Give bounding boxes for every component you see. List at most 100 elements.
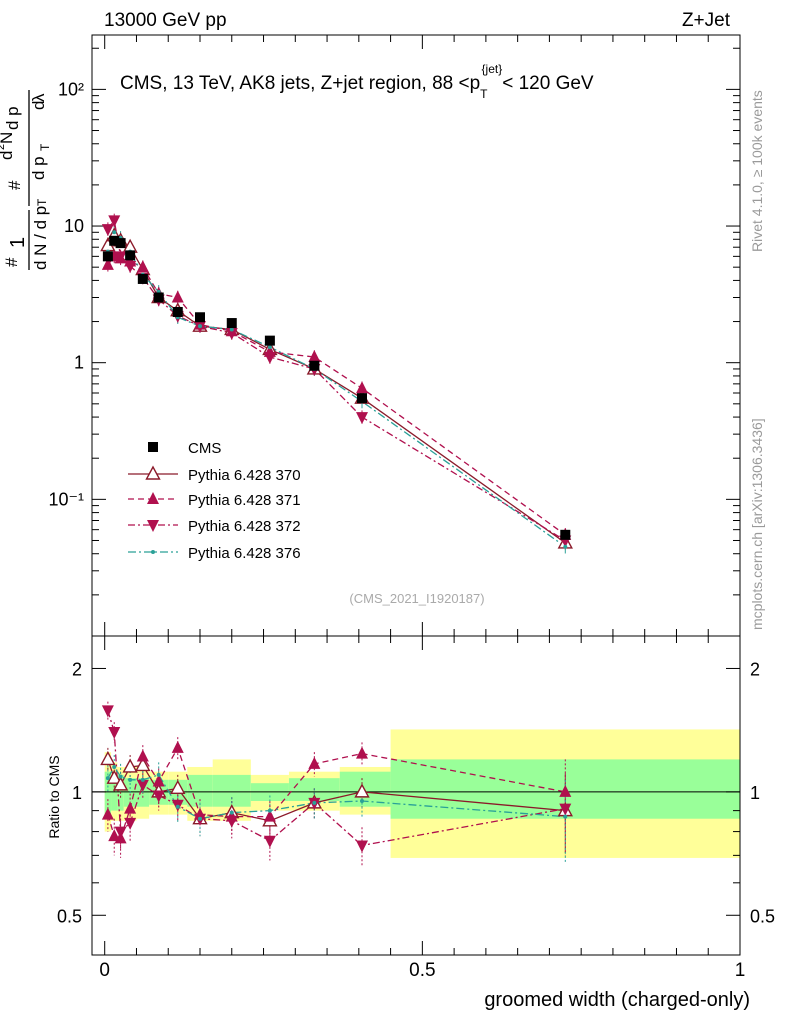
ratio-marker-3	[118, 774, 123, 779]
tick-labels: 10⁻¹ 1 10 10² 0.5 0.5 1 1 2 2 0 0.5 1	[48, 79, 775, 981]
ratio-marker-3	[112, 764, 117, 769]
svg-text:T: T	[35, 198, 49, 206]
top-marker-2	[263, 352, 276, 365]
ratio-y-axis-label: Ratio to CMS	[46, 755, 62, 838]
top-marker-3	[229, 327, 234, 332]
cms-data-point	[172, 306, 183, 317]
axis-ticks	[92, 35, 741, 955]
ratio-marker-3	[312, 800, 317, 805]
cms-data-point	[137, 273, 148, 284]
legend-marker-1	[145, 465, 161, 480]
legend-label-0: CMS	[188, 440, 221, 457]
top-marker-1	[308, 350, 321, 363]
top-marker-3	[198, 324, 202, 329]
cms-data-point	[264, 335, 275, 346]
ratio-marker-2	[124, 817, 137, 830]
ratio-y-tick-label-left: 2	[72, 659, 82, 679]
ratio-marker-0	[122, 758, 138, 773]
ratio-uncertainty-bands	[92, 729, 740, 858]
ratio-marker-1	[124, 801, 137, 814]
top-marker-1	[101, 257, 114, 270]
top-marker-2	[225, 327, 238, 340]
ratio-marker-1	[136, 749, 149, 762]
cms-data-point	[560, 529, 571, 540]
cms-data-point	[115, 238, 126, 249]
svg-text:#: #	[2, 257, 21, 267]
top-marker-2	[356, 412, 368, 425]
ratio-marker-0	[135, 756, 151, 772]
band-green-1	[111, 774, 118, 811]
x-tick-label: 0	[99, 960, 110, 981]
svg-text:d N / d p: d N / d p	[31, 206, 50, 270]
band-green-0	[104, 771, 112, 815]
ratio-marker-2	[152, 790, 165, 803]
top-marker-2	[114, 251, 127, 264]
svg-text:d: d	[0, 151, 16, 160]
ratio-marker-1	[263, 809, 276, 822]
ratio-marker-2	[101, 705, 114, 718]
ratio-marker-3	[229, 810, 234, 815]
ratio-marker-3	[360, 798, 364, 803]
ratio-panel-frame	[91, 635, 741, 956]
legend-marker-2	[147, 492, 159, 504]
ratio-y-tick-label-left: 1	[72, 783, 82, 803]
svg-text:1: 1	[7, 237, 29, 248]
ratio-marker-0	[170, 779, 186, 795]
ratio-marker-0	[112, 776, 129, 791]
ratio-marker-2	[108, 726, 121, 739]
top-marker-2	[101, 224, 114, 237]
ratio-marker-3	[267, 808, 272, 813]
top-marker-1	[136, 260, 149, 273]
top-marker-2	[108, 215, 121, 228]
main-title: CMS, 13 TeV, AK8 jets, Z+jet region, 88 …	[120, 62, 594, 101]
ratio-marker-1	[171, 740, 184, 753]
ratio-marker-3	[175, 804, 180, 809]
ratio-marker-1	[308, 756, 321, 769]
x-tick-label: 0.5	[409, 960, 435, 981]
cms-data-point	[109, 235, 120, 246]
svg-text:d p: d p	[29, 156, 48, 180]
ratio-marker-0	[354, 783, 370, 798]
ratio-y-tick-label-right: 0.5	[750, 906, 775, 926]
cms-data-point	[309, 360, 320, 371]
top-marker-3	[112, 230, 117, 235]
top-series-line-0	[107, 234, 566, 544]
ratio-marker-2	[114, 826, 127, 839]
ratio-marker-3	[563, 814, 568, 819]
x-tick-label: 1	[735, 960, 746, 981]
rivet-label: Rivet 4.1.0, ≥ 100k events	[749, 90, 765, 252]
header-left: 13000 GeV pp	[104, 10, 227, 31]
band-green-7	[187, 774, 213, 807]
svg-text:λ: λ	[29, 93, 48, 102]
legend-label-1: Pythia 6.428 370	[188, 467, 301, 484]
legend: CMS Pythia 6.428 370 Pythia 6.428 371 Pythi…	[128, 440, 301, 562]
svg-text:2: 2	[0, 144, 7, 150]
ratio-marker-2	[356, 840, 368, 853]
plot-frames	[91, 34, 741, 956]
cms-data-point	[195, 312, 205, 323]
top-y-tick-label: 10	[64, 216, 84, 236]
ratio-y-tick-label-right: 1	[750, 783, 760, 803]
legend-marker-4	[151, 550, 155, 554]
top-y-tick-label: 1	[74, 353, 84, 373]
data-markers	[100, 215, 573, 853]
svg-text:T: T	[38, 143, 52, 151]
ratio-marker-1	[108, 829, 121, 842]
ratio-marker-2	[559, 803, 572, 816]
legend-marker-3	[147, 520, 159, 532]
ratio-y-tick-label-left: 0.5	[57, 906, 82, 926]
top-marker-3	[563, 544, 568, 549]
top-series-line-3	[107, 231, 566, 548]
ratio-marker-2	[225, 815, 238, 828]
ratio-marker-1	[356, 746, 368, 759]
top-y-axis-label: # 1 d N / d p T # d2N d pT d p dλ	[0, 90, 52, 270]
ratio-marker-3	[105, 776, 110, 781]
ratio-marker-3	[140, 777, 145, 782]
ratio-marker-1	[559, 784, 572, 797]
cms-data-point	[125, 250, 136, 261]
cms-data-point	[153, 292, 164, 303]
ratio-marker-2	[263, 835, 276, 848]
cms-data-point	[226, 318, 237, 329]
legend-label-2: Pythia 6.428 371	[188, 492, 301, 509]
